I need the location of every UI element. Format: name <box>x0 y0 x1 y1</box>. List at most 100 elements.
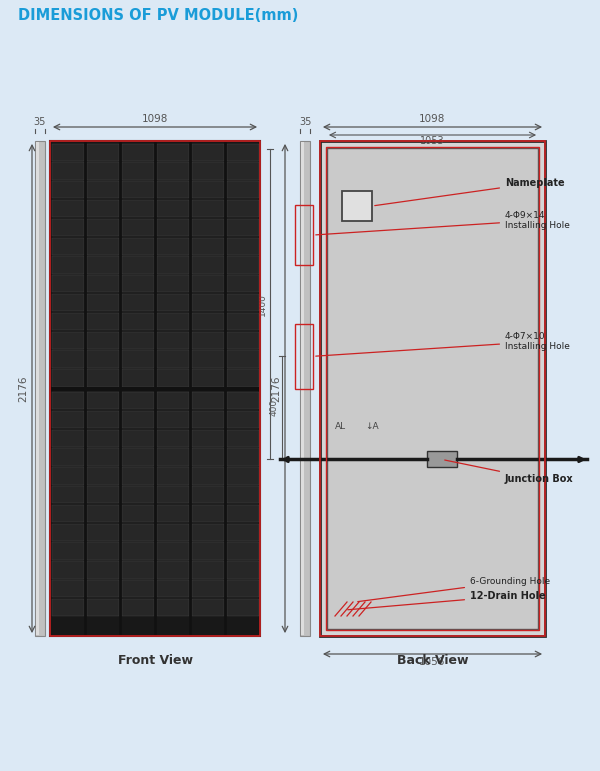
Bar <box>191 599 223 616</box>
Bar <box>121 392 154 409</box>
Bar <box>227 505 259 522</box>
Bar <box>86 275 119 292</box>
Bar <box>52 467 83 484</box>
Bar <box>227 313 259 330</box>
Bar <box>86 392 119 409</box>
Text: 35: 35 <box>299 117 311 127</box>
Bar <box>157 392 188 409</box>
Bar <box>191 543 223 560</box>
Bar <box>121 524 154 541</box>
Bar <box>320 141 545 636</box>
Bar <box>191 505 223 522</box>
Bar <box>86 599 119 616</box>
Bar <box>157 561 188 578</box>
Bar <box>86 237 119 255</box>
Bar <box>86 524 119 541</box>
Bar <box>86 561 119 578</box>
Text: 4-Φ7×10
Installing Hole: 4-Φ7×10 Installing Hole <box>316 332 570 356</box>
Bar <box>191 181 223 198</box>
Text: ↓A: ↓A <box>365 423 379 432</box>
Bar <box>121 505 154 522</box>
Bar <box>86 429 119 447</box>
Bar <box>121 256 154 274</box>
Text: Front View: Front View <box>118 654 193 667</box>
Text: 2176: 2176 <box>18 375 28 402</box>
Bar <box>36 142 39 635</box>
Bar <box>121 294 154 311</box>
Bar <box>86 411 119 428</box>
Bar <box>295 205 313 264</box>
Bar <box>52 313 83 330</box>
Bar <box>121 429 154 447</box>
Bar <box>121 313 154 330</box>
Bar <box>121 580 154 598</box>
Bar <box>157 486 188 503</box>
Bar <box>227 411 259 428</box>
Bar <box>227 275 259 292</box>
Bar <box>295 324 313 389</box>
Bar <box>157 181 188 198</box>
Bar <box>301 142 304 635</box>
Bar <box>52 505 83 522</box>
Bar <box>227 200 259 217</box>
Bar <box>121 350 154 368</box>
Text: 1098: 1098 <box>142 114 168 124</box>
Bar <box>191 275 223 292</box>
Bar <box>121 467 154 484</box>
Bar <box>191 411 223 428</box>
Bar <box>191 313 223 330</box>
Bar <box>227 580 259 598</box>
Bar <box>52 275 83 292</box>
Bar <box>121 543 154 560</box>
Bar <box>157 411 188 428</box>
Bar <box>191 237 223 255</box>
Text: Nameplate: Nameplate <box>375 178 565 206</box>
Bar <box>86 181 119 198</box>
Bar <box>191 467 223 484</box>
Bar <box>191 580 223 598</box>
Bar <box>52 561 83 578</box>
Bar <box>86 313 119 330</box>
Bar <box>157 219 188 236</box>
Bar <box>121 181 154 198</box>
Bar <box>191 200 223 217</box>
Bar <box>121 411 154 428</box>
Bar <box>327 148 538 629</box>
Bar <box>35 141 45 636</box>
Bar <box>157 143 188 161</box>
Bar <box>157 429 188 447</box>
Bar <box>121 237 154 255</box>
Bar <box>227 143 259 161</box>
Bar <box>52 392 83 409</box>
Text: 2176: 2176 <box>271 375 281 402</box>
Bar <box>157 275 188 292</box>
Bar <box>191 524 223 541</box>
Text: 4-Φ9×14
Installing Hole: 4-Φ9×14 Installing Hole <box>316 210 570 235</box>
Bar <box>52 163 83 180</box>
Bar <box>191 486 223 503</box>
Bar <box>157 467 188 484</box>
Bar <box>86 449 119 466</box>
Bar <box>191 219 223 236</box>
Bar <box>50 141 260 636</box>
Bar <box>157 294 188 311</box>
Bar <box>227 561 259 578</box>
Bar <box>227 256 259 274</box>
Bar <box>227 524 259 541</box>
Text: Back View: Back View <box>397 654 468 667</box>
Bar <box>227 294 259 311</box>
Bar <box>227 543 259 560</box>
Bar <box>52 294 83 311</box>
Bar <box>52 219 83 236</box>
Bar <box>86 219 119 236</box>
Bar <box>52 429 83 447</box>
Bar <box>52 237 83 255</box>
Bar <box>227 332 259 349</box>
Bar <box>191 294 223 311</box>
Bar <box>157 543 188 560</box>
Bar <box>157 163 188 180</box>
Bar <box>86 467 119 484</box>
Text: 6-Grounding Hole: 6-Grounding Hole <box>358 577 550 601</box>
Bar <box>227 350 259 368</box>
Bar <box>121 599 154 616</box>
